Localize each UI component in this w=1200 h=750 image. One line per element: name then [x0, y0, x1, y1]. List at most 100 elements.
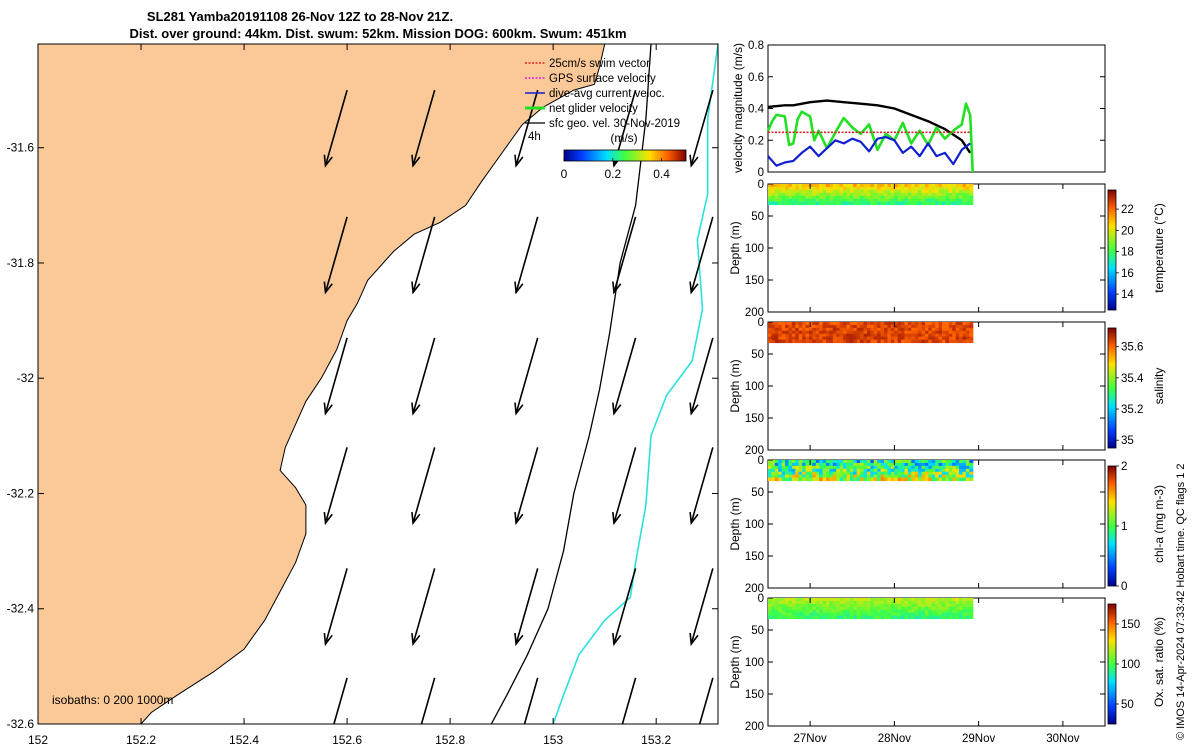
current-arrow — [411, 568, 436, 647]
colorbar-tick: 150 — [1121, 619, 1140, 631]
depth-tick: 0 — [758, 455, 764, 467]
colorbar-tick: 16 — [1121, 268, 1134, 280]
current-arrow — [411, 216, 436, 295]
colorbar-tick: 20 — [1121, 225, 1134, 237]
profile-colorbar — [1107, 327, 1117, 449]
depth-tick: 200 — [745, 583, 764, 595]
map-y-tick-label: -32.6 — [7, 717, 35, 731]
profile-cells — [768, 460, 974, 482]
map-colorbar-tick: 0.2 — [604, 167, 621, 181]
velocity-frame — [767, 44, 1106, 173]
colorbar-tick: 35.6 — [1121, 342, 1143, 354]
legend-net: net glider velocity — [549, 103, 638, 115]
velocity-y-axis: 0 0.2 0.4 0.6 0.8 — [748, 40, 1105, 179]
colorbar-label: temperature (°C) — [1152, 203, 1166, 293]
map-x-tick-label: 152 — [28, 733, 48, 747]
depth-tick: 150 — [745, 413, 764, 425]
time-tick-label: 29Nov — [962, 733, 995, 745]
profile-frame — [767, 597, 1106, 727]
depth-tick: 200 — [745, 307, 764, 319]
time-tick-label: 27Nov — [794, 733, 827, 745]
profile-colorbar — [1107, 465, 1117, 587]
current-arrow — [411, 337, 436, 416]
current-arrow — [689, 89, 714, 168]
depth-tick: 150 — [745, 275, 764, 287]
current-arrow — [323, 216, 348, 295]
profile-panel: 0 50 100 150 200 Depth (m) 0 1 2 chl-a (mg m-3) — [728, 455, 1166, 595]
colorbar-label: Ox. sat. ratio (%) — [1152, 617, 1166, 707]
current-arrow — [514, 447, 539, 526]
depth-ylabel: Depth (m) — [728, 497, 742, 550]
colorbar-tick: 0 — [1121, 581, 1127, 593]
colorbar-tick: 18 — [1121, 247, 1134, 259]
depth-tick: 50 — [751, 487, 764, 499]
velocity-y-tick: 0 — [758, 167, 764, 179]
current-arrow — [420, 677, 436, 724]
current-arrow — [514, 568, 539, 647]
current-arrow — [612, 337, 637, 416]
profile-panel: 0 50 100 150 200 Depth (m) 50 100 150 Ox. sat. ra… — [728, 593, 1166, 733]
velocity-y-tick: 0.8 — [748, 40, 764, 52]
velocity-panel: 0 0.2 0.4 0.6 0.8 velocity magnitude (m/s) — [731, 40, 1106, 179]
time-tick-label: 30Nov — [1046, 733, 1079, 745]
map-x-tick-label: 152.4 — [229, 733, 259, 747]
map-colorbar-tick: 0.4 — [653, 167, 670, 181]
map-x-axis: 152 152.2 152.4 152.6 152.8 153 153.2 — [28, 44, 672, 747]
velocity-ylabel: velocity magnitude (m/s) — [731, 43, 745, 173]
map-panel: 152 152.2 152.4 152.6 152.8 153 153.2 -31.6-31… — [7, 43, 719, 747]
profile-cells — [768, 598, 974, 620]
isobath-200m — [490, 44, 652, 724]
map-colorbar-tick: 0 — [561, 167, 568, 181]
map-frame — [37, 43, 719, 725]
map-x-tick-label: 153.2 — [641, 733, 671, 747]
depth-tick: 150 — [745, 551, 764, 563]
velocity-y-tick: 0.4 — [748, 104, 765, 116]
current-arrow — [689, 337, 714, 416]
map-y-tick-label: -31.8 — [7, 256, 35, 270]
velocity-y-tick: 0.2 — [748, 135, 764, 147]
depth-tick: 0 — [758, 593, 764, 605]
isobath-1000m — [552, 44, 718, 724]
current-arrow — [411, 89, 436, 168]
velocity-series — [766, 99, 974, 173]
map-colorbar: (m/s) 0 0.2 0.4 — [561, 131, 687, 181]
profile-cells — [768, 322, 974, 344]
map-y-tick-label: -32.4 — [7, 602, 35, 616]
chart-subtitle: Dist. over ground: 44km. Dist. swum: 52k… — [129, 26, 626, 41]
current-arrow — [612, 216, 637, 295]
profile-colorbar — [1107, 189, 1117, 311]
current-arrow — [612, 568, 637, 647]
depth-tick: 100 — [745, 657, 764, 669]
depth-tick: 100 — [745, 381, 764, 393]
colorbar-tick: 14 — [1121, 289, 1134, 301]
colorbar-tick: 1 — [1121, 521, 1127, 533]
current-arrow — [523, 677, 539, 724]
map-y-tick-label: -32 — [17, 371, 35, 385]
depth-ylabel: Depth (m) — [728, 635, 742, 688]
depth-tick: 100 — [745, 519, 764, 531]
profile-frame — [767, 183, 1106, 313]
profile-colorbar — [1107, 603, 1117, 725]
current-arrow — [514, 216, 539, 295]
current-arrow — [323, 447, 348, 526]
map-x-tick-label: 152.2 — [126, 733, 156, 747]
depth-tick: 150 — [745, 689, 764, 701]
current-arrow — [323, 337, 348, 416]
isobaths-label: isobaths: 0 200 1000m — [52, 693, 173, 707]
map-colorbar-bar — [563, 149, 687, 162]
current-arrow — [689, 447, 714, 526]
depth-tick: 200 — [745, 445, 764, 457]
depth-tick: 0 — [758, 179, 764, 191]
colorbar-tick: 35 — [1121, 435, 1134, 447]
colorbar-tick: 22 — [1121, 204, 1134, 216]
current-arrow — [411, 447, 436, 526]
map-x-tick-label: 152.6 — [332, 733, 362, 747]
current-arrow — [333, 677, 348, 724]
current-arrow — [698, 677, 714, 724]
legend-gps: GPS surface velocity — [549, 73, 656, 85]
current-arrow — [689, 568, 714, 647]
colorbar-label: salinity — [1152, 368, 1166, 405]
time-tick-label: 28Nov — [878, 733, 911, 745]
